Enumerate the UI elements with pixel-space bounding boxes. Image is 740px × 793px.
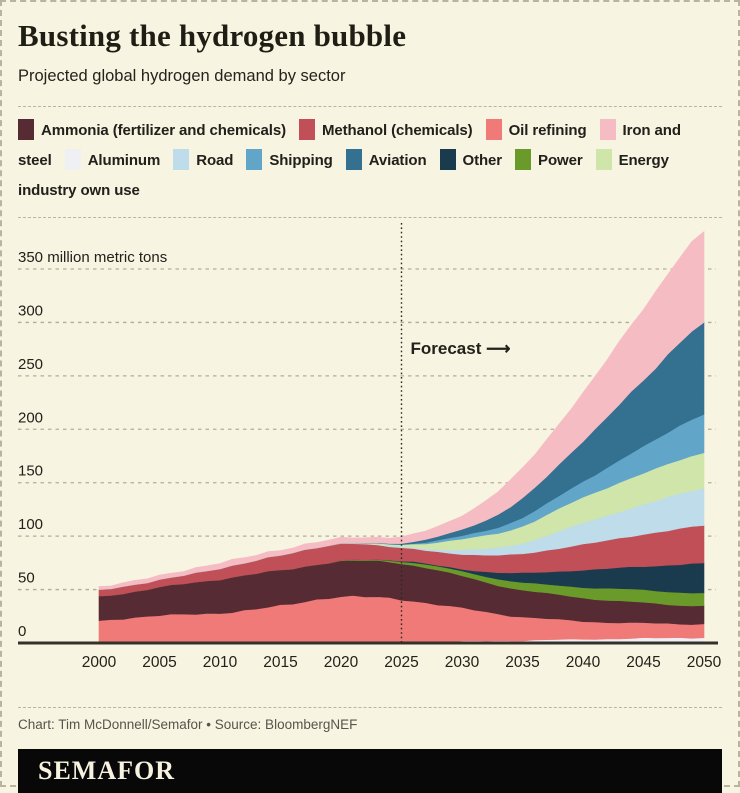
legend-label: Oil refining <box>508 122 587 139</box>
legend-item: Power <box>515 149 583 170</box>
y-tick-label: 200 <box>18 409 43 426</box>
legend-item: Oil refining <box>485 119 587 140</box>
legend-item: Aviation <box>345 149 427 170</box>
legend-swatch <box>345 149 362 170</box>
y-tick-label: 250 <box>18 356 43 373</box>
legend-swatch <box>515 149 532 170</box>
forecast-label: Forecast ⟶ <box>411 339 511 358</box>
y-tick-label: 100 <box>18 516 43 533</box>
legend-swatch <box>64 149 81 170</box>
y-tick-label: 50 <box>18 570 35 587</box>
x-tick-label: 2050 <box>687 654 722 671</box>
legend-swatch <box>485 119 502 140</box>
legend-item: Other <box>439 149 503 170</box>
legend-label: Power <box>538 152 583 169</box>
legend-item: Methanol (chemicals) <box>299 119 473 140</box>
x-tick-label: 2000 <box>82 654 117 671</box>
legend-label: Ammonia (fertilizer and chemicals) <box>41 122 287 139</box>
x-tick-label: 2020 <box>324 654 359 671</box>
legend-swatch <box>439 149 456 170</box>
page-subtitle: Projected global hydrogen demand by sect… <box>18 67 346 85</box>
page-title: Busting the hydrogen bubble <box>18 18 407 53</box>
legend-label: Shipping <box>269 152 333 169</box>
y-tick-label: 300 <box>18 302 43 319</box>
legend-label: Methanol (chemicals) <box>322 122 473 139</box>
legend-swatch <box>299 119 316 140</box>
area-series-iron_steel <box>98 230 705 590</box>
divider <box>18 707 722 708</box>
x-tick-label: 2015 <box>263 654 297 671</box>
legend-item: Road <box>173 149 234 170</box>
legend-label: Aluminum <box>87 152 161 169</box>
y-tick-label: 150 <box>18 463 43 480</box>
semafor-brand-bar: SEMAFOR <box>18 749 722 793</box>
chart-credit: Chart: Tim McDonnell/Semafor • Source: B… <box>18 717 358 732</box>
x-tick-label: 2030 <box>445 654 480 671</box>
x-tick-label: 2010 <box>203 654 238 671</box>
divider <box>18 217 722 218</box>
legend-item: Energy industry own use <box>18 149 669 199</box>
legend-swatch <box>18 119 34 140</box>
legend-swatch <box>246 149 263 170</box>
legend-swatch <box>599 119 616 140</box>
chart-legend: Ammonia (fertilizer and chemicals) Methan… <box>18 107 726 213</box>
divider <box>18 106 722 107</box>
x-tick-label: 2005 <box>142 654 176 671</box>
legend-label: Aviation <box>368 152 427 169</box>
x-tick-label: 2040 <box>566 654 601 671</box>
x-tick-label: 2025 <box>384 654 418 671</box>
chart-area: 0 50 100 150 200 250 300 350 million metric ton… <box>18 220 722 683</box>
y-tick-label: 0 <box>18 623 26 640</box>
legend-item: Aluminum <box>64 149 161 170</box>
legend-item: Iron and steel <box>18 119 681 169</box>
stacked-area-chart: 0 50 100 150 200 250 300 350 million metric ton… <box>18 223 722 671</box>
legend-label: Energy industry own use <box>18 152 669 199</box>
legend-swatch <box>595 149 612 170</box>
legend-item: Shipping <box>246 149 333 170</box>
semafor-logo: SEMAFOR <box>38 756 175 785</box>
legend-label: Road <box>196 152 234 169</box>
x-tick-label: 2035 <box>505 654 539 671</box>
legend-label: Other <box>462 152 503 169</box>
legend-item: Ammonia (fertilizer and chemicals) <box>18 119 287 140</box>
legend-label: Iron and steel <box>18 122 681 169</box>
y-tick-label: 350 million metric tons <box>18 249 167 266</box>
x-tick-label: 2045 <box>626 654 660 671</box>
legend-swatch <box>173 149 190 170</box>
